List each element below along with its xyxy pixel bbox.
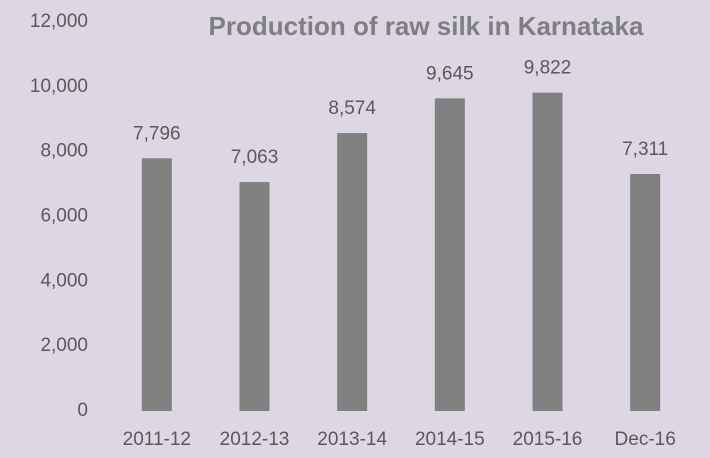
data-label: 7,796 <box>133 123 181 144</box>
y-tick-label: 6,000 <box>40 206 88 227</box>
y-tick-label: 2,000 <box>40 335 88 356</box>
data-label: 8,574 <box>328 98 376 119</box>
x-tick-label: 2014-15 <box>415 429 485 450</box>
data-label: 9,822 <box>524 58 572 79</box>
x-tick-label: 2011-12 <box>123 429 191 450</box>
y-tick-label: 0 <box>77 400 88 421</box>
chart-title: Production of raw silk in Karnataka <box>209 11 644 41</box>
bar <box>337 133 368 411</box>
bar <box>434 98 465 411</box>
y-tick-label: 4,000 <box>40 270 88 291</box>
y-tick-label: 8,000 <box>40 141 88 162</box>
data-label: 9,645 <box>426 63 474 84</box>
bar <box>532 92 563 411</box>
y-tick-label: 12,000 <box>30 11 88 32</box>
data-label: 7,063 <box>231 147 279 168</box>
y-tick-label: 10,000 <box>30 76 88 97</box>
bar <box>239 182 270 411</box>
bar <box>141 158 172 411</box>
bar <box>630 174 661 411</box>
data-label: 7,311 <box>622 139 668 160</box>
x-tick-label: 2013-14 <box>317 429 387 450</box>
x-tick-label: 2015-16 <box>513 429 583 450</box>
x-tick-label: 2012-13 <box>220 429 290 450</box>
x-tick-label: Dec-16 <box>615 429 676 450</box>
